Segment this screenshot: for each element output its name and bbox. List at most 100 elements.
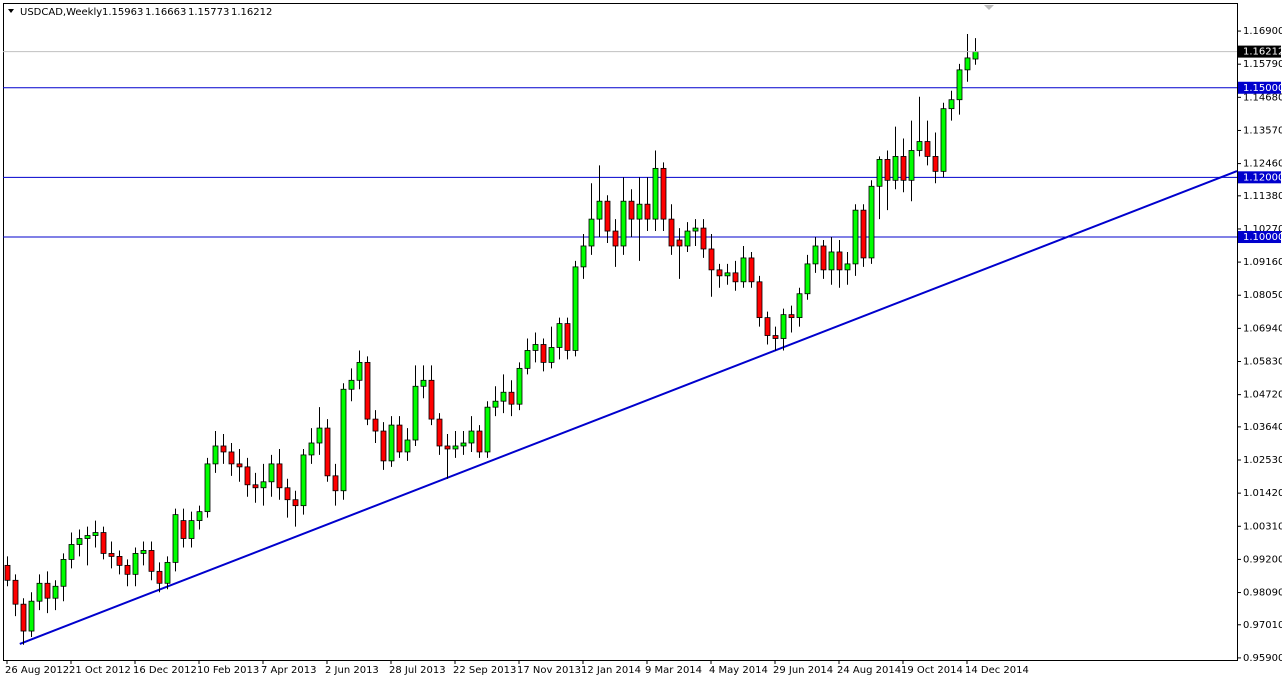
candle-body	[788, 314, 795, 319]
y-tick-label: 1.09160	[1243, 257, 1282, 268]
candle-body	[748, 257, 755, 283]
candle-body	[956, 69, 963, 101]
candle-body	[124, 564, 131, 575]
header-close: 1.16212	[231, 7, 272, 18]
candle-body	[652, 167, 659, 220]
candle-body	[260, 481, 267, 489]
candle-body	[716, 269, 723, 277]
candle-body	[108, 553, 115, 557]
candle-body	[84, 535, 91, 539]
candle-body	[428, 379, 435, 420]
y-tick-label: 1.13570	[1243, 125, 1282, 136]
candle-body	[44, 582, 51, 599]
shift-marker	[984, 5, 994, 10]
candle-body	[828, 251, 835, 271]
candle-body	[148, 550, 155, 572]
candle-body	[916, 141, 923, 151]
candle-body	[476, 430, 483, 453]
candle-body	[564, 323, 571, 351]
candle-body	[708, 248, 715, 271]
candle-body	[460, 442, 467, 447]
candle-body	[732, 272, 739, 283]
candle-body	[580, 245, 587, 268]
y-tick-label: 1.02530	[1243, 455, 1282, 466]
candle-body	[156, 570, 163, 584]
y-tick-label: 1.11380	[1243, 191, 1282, 202]
candle-body	[548, 347, 555, 363]
candle-body	[412, 385, 419, 441]
level-label: 1.10000	[1243, 232, 1282, 243]
x-tick-label: 16 Dec 2012	[133, 665, 197, 676]
candle-body	[236, 463, 243, 468]
price-label: 1.16212	[1243, 47, 1282, 58]
candle-body	[196, 511, 203, 522]
menu-arrow[interactable]	[8, 9, 14, 13]
header-open: 1.15963	[102, 7, 143, 18]
candle-body	[100, 532, 107, 554]
candle-body	[332, 475, 339, 492]
candle-body	[60, 559, 67, 587]
level-label: 1.15000	[1243, 83, 1282, 94]
candle-body	[796, 293, 803, 319]
candle-body	[420, 379, 427, 387]
candle-body	[52, 585, 59, 599]
candle-body	[380, 430, 387, 462]
y-tick-label: 1.00310	[1243, 521, 1282, 532]
candle-body	[364, 361, 371, 420]
candle-body	[676, 239, 683, 247]
symbol: USDCAD,Weekly	[20, 7, 102, 18]
candle-body	[116, 556, 123, 566]
candle-body	[932, 156, 939, 172]
candle-body	[620, 200, 627, 247]
candle-body	[900, 156, 907, 181]
candle-body	[372, 418, 379, 432]
candle-body	[76, 538, 83, 545]
candle-body	[340, 388, 347, 492]
candle-body	[300, 454, 307, 507]
candle-body	[164, 561, 171, 584]
trendline	[19, 170, 1238, 645]
y-tick-label: 1.14680	[1243, 92, 1282, 103]
candle-body	[612, 230, 619, 247]
y-tick-label: 1.03640	[1243, 422, 1282, 433]
candle-body	[228, 451, 235, 465]
level-label: 1.12000	[1243, 172, 1282, 183]
candle-body	[276, 463, 283, 489]
header-low: 1.15773	[188, 7, 229, 18]
candle-body	[724, 272, 731, 277]
candle-body	[444, 445, 451, 450]
candle-body	[948, 99, 955, 110]
y-tick-label: 1.12460	[1243, 159, 1282, 170]
y-tick-label: 1.15790	[1243, 59, 1282, 70]
candle-body	[212, 445, 219, 465]
y-tick-label: 0.98090	[1243, 588, 1282, 599]
candle-body	[892, 156, 899, 181]
candle-body	[540, 344, 547, 363]
x-tick-label: 26 Aug 2012	[5, 665, 69, 676]
candle-body	[140, 550, 147, 554]
candle-body	[316, 427, 323, 444]
candle-body	[28, 600, 35, 632]
candle-body	[436, 418, 443, 447]
candle-body	[452, 445, 459, 450]
x-tick-label: 29 Jun 2014	[773, 665, 833, 676]
plot-frame	[3, 3, 1238, 661]
candle-body	[836, 251, 843, 271]
x-tick-label: 7 Apr 2013	[261, 665, 316, 676]
x-tick-label: 28 Jul 2013	[389, 665, 446, 676]
candle-body	[908, 150, 915, 181]
candle-body	[348, 379, 355, 390]
y-tick-label: 1.04720	[1243, 390, 1282, 401]
candle-body	[508, 391, 515, 405]
x-tick-label: 4 May 2014	[709, 665, 768, 676]
candle-body	[588, 218, 595, 247]
y-tick-label: 0.95900	[1243, 653, 1282, 664]
candle-body	[356, 361, 363, 381]
candle-body	[852, 209, 859, 265]
candle-body	[132, 553, 139, 575]
candle-body	[844, 263, 851, 271]
candle-body	[396, 424, 403, 453]
candle-body	[524, 350, 531, 369]
